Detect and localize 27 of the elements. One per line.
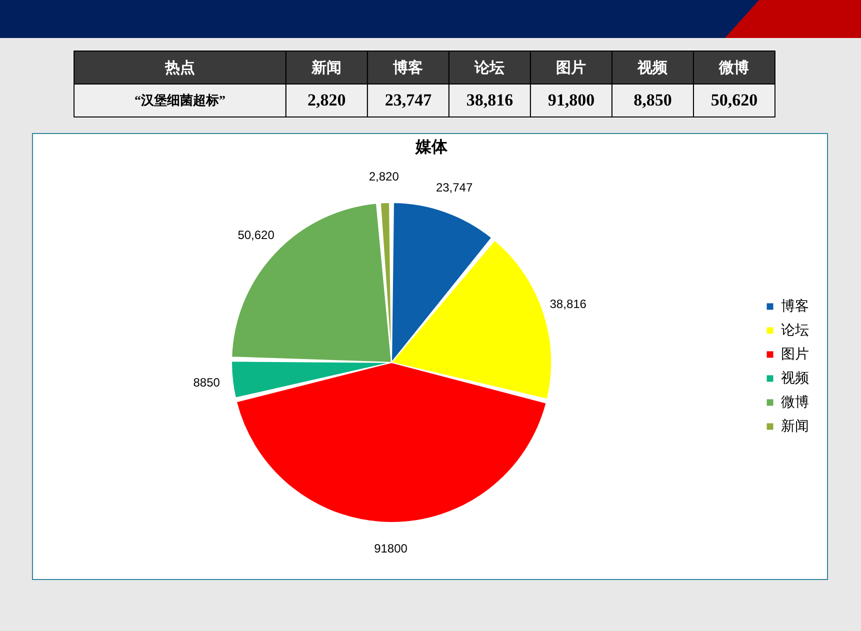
data-label: 91800 xyxy=(374,542,408,556)
legend-label: 图片 xyxy=(781,346,809,362)
legend-label: 博客 xyxy=(781,298,809,314)
data-label: 91,800 xyxy=(548,90,595,110)
data-label: 38,816 xyxy=(466,90,514,110)
data-label: 2,820 xyxy=(368,170,400,184)
chart-title: 媒体 xyxy=(414,138,448,156)
data-label: 23,747 xyxy=(384,90,432,110)
data-label: 38,816 xyxy=(550,297,587,312)
category-label: 微博 xyxy=(718,60,750,76)
category-label: 视频 xyxy=(636,60,669,76)
legend-label: 微博 xyxy=(781,394,809,410)
data-label: 50,620 xyxy=(710,90,758,110)
category-label: “汉堡细菌超标” xyxy=(134,92,226,108)
legend-label: 新闻 xyxy=(781,418,809,434)
data-label: 2,820 xyxy=(308,90,346,110)
data-label: 8,850 xyxy=(634,90,672,110)
data-label: 8850 xyxy=(193,375,220,390)
category-label: 论坛 xyxy=(474,60,505,76)
data-label: 23,747 xyxy=(436,180,473,194)
category-label: 图片 xyxy=(556,60,586,76)
category-label: 新闻 xyxy=(310,58,342,76)
data-label: 50,620 xyxy=(238,228,275,242)
legend-label: 论坛 xyxy=(781,322,809,338)
text: 热点 xyxy=(164,60,195,76)
category-label: 博客 xyxy=(392,58,424,76)
legend-label: 视频 xyxy=(781,370,809,386)
